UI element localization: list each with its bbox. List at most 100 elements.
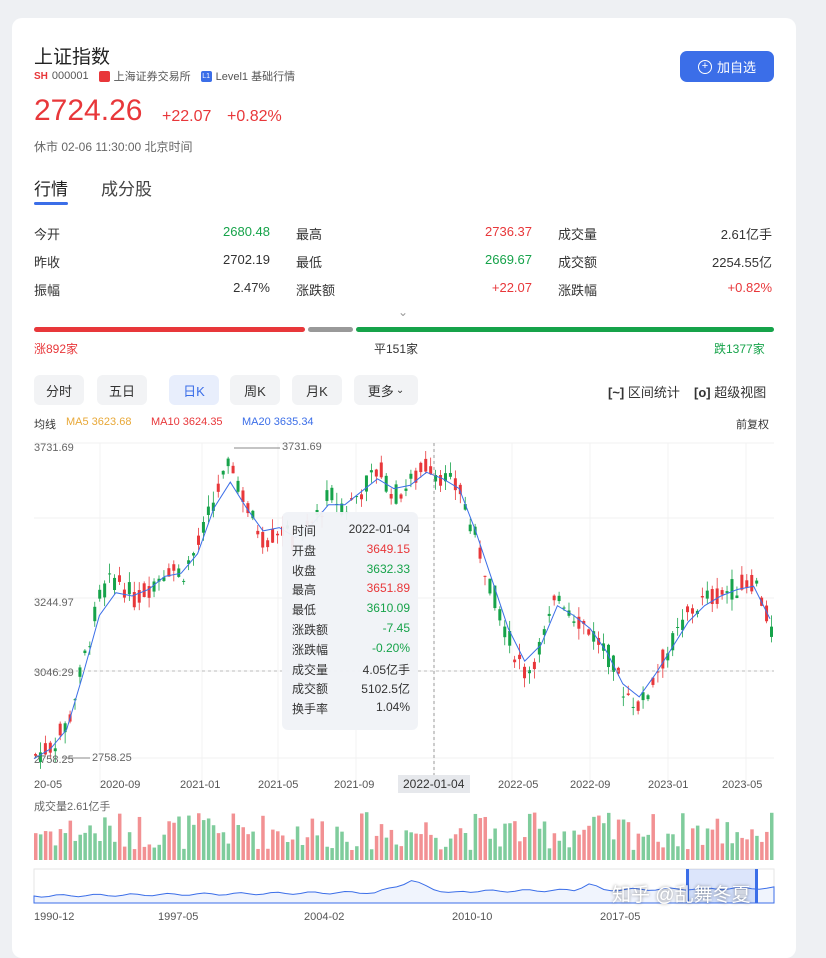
volume-label: 成交量2.61亿手 bbox=[34, 799, 110, 813]
candle bbox=[83, 650, 87, 654]
candle bbox=[700, 595, 704, 598]
volume-bar bbox=[606, 812, 611, 860]
candle bbox=[468, 524, 472, 532]
volume-bar bbox=[152, 847, 157, 860]
ma-line bbox=[33, 471, 771, 760]
candle bbox=[197, 535, 201, 545]
candle bbox=[705, 590, 709, 599]
volume-bar bbox=[498, 846, 502, 860]
add-watchlist-button[interactable]: + 加自选 bbox=[680, 51, 774, 82]
volume-bar bbox=[399, 846, 404, 860]
volume-bar bbox=[577, 834, 581, 860]
tab-weekly-k[interactable]: 周K bbox=[230, 375, 280, 405]
candle bbox=[592, 631, 596, 642]
tab-five-day[interactable]: 五日 bbox=[97, 375, 147, 405]
volume-bar bbox=[350, 849, 354, 860]
x-tick-label: 20-05 bbox=[34, 779, 62, 791]
candle bbox=[201, 521, 205, 533]
candle bbox=[562, 607, 566, 609]
candle bbox=[448, 472, 452, 477]
candle bbox=[621, 696, 625, 698]
candle bbox=[192, 553, 196, 556]
crosshair-label-box bbox=[398, 775, 470, 793]
volume-bar bbox=[710, 829, 715, 860]
volume-bar bbox=[508, 823, 512, 860]
volume-bar bbox=[389, 829, 394, 860]
volume-bar bbox=[43, 831, 48, 860]
volume-bar bbox=[547, 848, 552, 860]
candle bbox=[103, 583, 107, 598]
candle bbox=[63, 723, 67, 733]
kline-chart[interactable]: 3731.69 3244.97 3046.29 2758.25 20-05 2020-0… bbox=[12, 18, 796, 940]
volume-bar bbox=[404, 830, 408, 860]
candle bbox=[740, 574, 744, 590]
volume-bar bbox=[443, 846, 448, 860]
adjust-label[interactable]: 前复权 bbox=[736, 419, 769, 431]
tooltip-label: 最高 bbox=[292, 583, 317, 598]
volume-bar bbox=[355, 846, 359, 860]
stat-label: 最低 bbox=[296, 255, 323, 270]
tooltip-label: 成交额 bbox=[292, 682, 329, 697]
candle bbox=[142, 583, 146, 597]
range-stats-button[interactable]: [~] 区间统计 bbox=[608, 382, 680, 401]
super-view-button[interactable]: [o] 超级视图 bbox=[694, 382, 766, 401]
candle bbox=[676, 626, 680, 628]
chevron-down-icon[interactable]: ⌄ bbox=[398, 305, 409, 319]
y-tick-label: 3731.69 bbox=[34, 442, 74, 454]
candle bbox=[251, 510, 255, 519]
y-axis-labels: 3731.69 3244.97 3046.29 2758.25 bbox=[34, 442, 74, 766]
volume-bar bbox=[167, 821, 171, 860]
tab-constituents[interactable]: 成分股 bbox=[101, 180, 152, 199]
tab-monthly-k[interactable]: 月K bbox=[292, 375, 342, 405]
tab-daily-k[interactable]: 日K bbox=[169, 375, 219, 405]
volume-bar bbox=[518, 841, 522, 860]
range-icon: [~] bbox=[608, 385, 625, 400]
volume-bar bbox=[755, 835, 759, 860]
volume-bar bbox=[192, 824, 196, 860]
candle bbox=[557, 595, 561, 602]
x-tick-label: 2023-05 bbox=[722, 779, 762, 791]
candle bbox=[226, 458, 230, 467]
volume-bar bbox=[88, 825, 92, 860]
candle bbox=[765, 605, 769, 622]
candle bbox=[98, 589, 102, 599]
candle bbox=[182, 580, 186, 582]
volume-bar bbox=[285, 842, 290, 860]
overview-selection bbox=[687, 869, 757, 903]
tooltip-row: 成交量 4.05亿手 bbox=[292, 661, 410, 678]
candle bbox=[399, 494, 403, 499]
volume-bar bbox=[251, 831, 255, 860]
stat-label: 成交额 bbox=[558, 255, 598, 270]
x-tick-label: 2021-09 bbox=[334, 779, 374, 791]
volume-bar bbox=[453, 834, 458, 860]
tooltip-value: 3632.33 bbox=[366, 561, 410, 576]
stat-value: 2736.37 bbox=[485, 224, 532, 239]
volume-bar bbox=[93, 833, 97, 860]
overview-x-label: 2017-05 bbox=[600, 911, 640, 923]
candle bbox=[537, 641, 541, 655]
volume-bar bbox=[414, 833, 418, 860]
candle bbox=[43, 743, 47, 755]
volume-bar bbox=[434, 837, 438, 860]
candle bbox=[360, 494, 364, 500]
max-label: 3731.69 bbox=[282, 441, 322, 453]
volume-bar bbox=[513, 821, 517, 860]
volume-bar bbox=[117, 813, 122, 860]
candle bbox=[53, 748, 57, 752]
tooltip-row: 换手率 1.04% bbox=[292, 700, 410, 717]
candle bbox=[261, 531, 265, 548]
candle bbox=[518, 654, 522, 660]
candle bbox=[325, 490, 329, 501]
candle bbox=[127, 582, 131, 595]
index-meta: SH 000001 上海证券交易所 L1 Level1 基础行情 bbox=[34, 68, 295, 84]
candle bbox=[710, 589, 714, 604]
x-tick-label: 2022-05 bbox=[498, 779, 538, 791]
candle bbox=[587, 629, 591, 635]
volume-bar bbox=[345, 841, 349, 860]
x-tick-label: 2021-05 bbox=[258, 779, 298, 791]
tab-market[interactable]: 行情 bbox=[34, 180, 68, 199]
tab-intraday[interactable]: 分时 bbox=[34, 375, 84, 405]
candle bbox=[666, 653, 670, 661]
tooltip-value: 3649.15 bbox=[366, 541, 410, 556]
tab-more[interactable]: 更多 ⌄ bbox=[354, 375, 418, 405]
